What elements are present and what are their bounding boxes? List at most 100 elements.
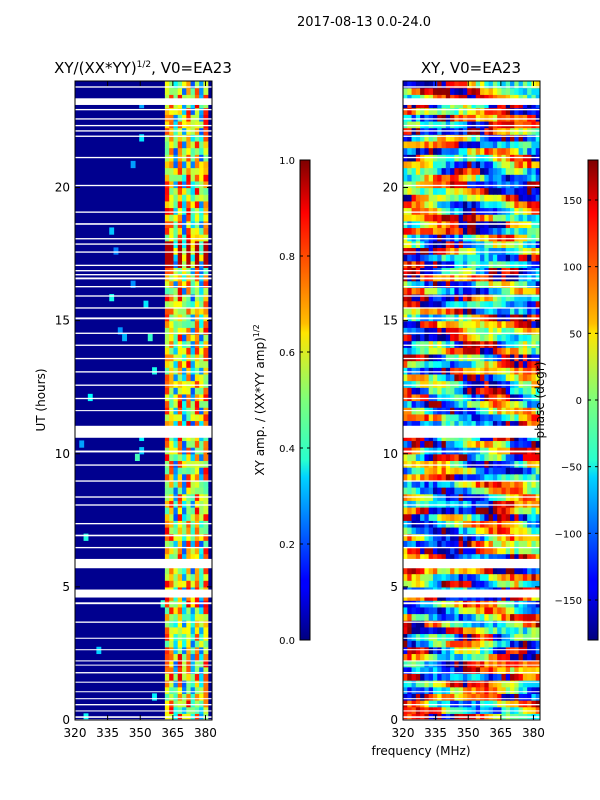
phase-heatmap-cell: [450, 234, 455, 242]
phase-heatmap-cell: [471, 526, 477, 535]
amplitude-heatmap-cell: [164, 200, 170, 209]
amplitude-data-gap: [75, 450, 212, 453]
amplitude-heatmap-cell: [182, 214, 187, 222]
amplitude-heatmap-cell: [177, 500, 183, 508]
phase-heatmap-cell: [428, 214, 434, 222]
phase-heatmap-cell: [467, 467, 473, 475]
amplitude-heatmap-cell: [186, 207, 192, 215]
phase-heatmap-cell: [462, 87, 468, 95]
phase-heatmap-cell: [522, 174, 528, 182]
phase-heatmap-cell: [488, 207, 494, 215]
amplitude-heatmap-cell: [177, 287, 183, 295]
phase-heatmap-cell: [450, 626, 455, 635]
phase-heatmap-cell: [403, 340, 408, 348]
phase-heatmap-cell: [424, 646, 430, 655]
amplitude-heatmap-cell: [182, 247, 187, 255]
phase-heatmap-cell: [441, 234, 447, 242]
phase-heatmap-cell: [454, 640, 460, 648]
phase-heatmap-cell: [458, 260, 464, 268]
amplitude-heatmap-cell: [199, 147, 205, 155]
phase-heatmap-cell: [510, 280, 515, 288]
phase-heatmap-cell: [527, 140, 533, 149]
phase-heatmap-cell: [510, 207, 515, 215]
phase-heatmap-cell: [467, 87, 473, 95]
phase-heatmap-cell: [458, 553, 464, 561]
phase-heatmap-cell: [424, 260, 430, 268]
phase-heatmap-cell: [437, 367, 443, 375]
amplitude-heatmap-cell: [177, 247, 183, 255]
phase-data-gap: [403, 270, 540, 272]
phase-heatmap-cell: [501, 367, 507, 375]
phase-heatmap-cell: [514, 526, 520, 535]
amplitude-heatmap-cell: [182, 680, 187, 688]
amplitude-heatmap-cell: [173, 480, 179, 488]
phase-heatmap-cell: [522, 686, 528, 694]
amplitude-heatmap-cell: [169, 673, 175, 681]
phase-heatmap-cell: [403, 300, 408, 308]
phase-heatmap-cell: [432, 700, 438, 708]
phase-heatmap-cell: [432, 214, 438, 222]
phase-heatmap-cell: [480, 187, 485, 195]
phase-heatmap-cell: [462, 247, 468, 255]
phase-heatmap-cell: [411, 207, 417, 215]
phase-heatmap-cell: [437, 706, 443, 714]
phase-heatmap-cell: [403, 420, 408, 428]
amplitude-heatmap-cell: [186, 140, 192, 149]
phase-heatmap-cell: [407, 526, 413, 535]
phase-heatmap-cell: [407, 327, 413, 335]
phase-heatmap-cell: [432, 453, 438, 462]
phase-heatmap-cell: [535, 633, 540, 641]
phase-heatmap-cell: [415, 307, 421, 315]
amplitude-heatmap-cell: [203, 280, 209, 288]
phase-heatmap-cell: [467, 460, 473, 468]
phase-heatmap-cell: [522, 360, 528, 368]
phase-heatmap-cell: [432, 134, 438, 142]
phase-heatmap-cell: [415, 480, 421, 488]
phase-data-gap: [403, 397, 540, 400]
amplitude-ytick-label: 10: [55, 447, 70, 461]
phase-heatmap-cell: [497, 473, 503, 481]
phase-heatmap-cell: [432, 254, 438, 262]
phase-heatmap-cell: [497, 653, 503, 661]
phase-heatmap-cell: [428, 580, 434, 588]
phase-heatmap-cell: [462, 413, 468, 422]
amplitude-heatmap-cell: [164, 673, 170, 681]
amplitude-heatmap-cell: [169, 693, 175, 701]
phase-heatmap-cell: [484, 686, 490, 694]
amplitude-ytick-label: 20: [55, 181, 70, 195]
phase-heatmap-cell: [415, 353, 421, 362]
amplitude-heatmap-cell: [186, 393, 192, 402]
phase-heatmap-cell: [535, 214, 540, 222]
phase-heatmap-cell: [475, 247, 481, 255]
amplitude-heatmap-cell: [177, 380, 183, 388]
phase-heatmap-cell: [475, 507, 481, 515]
amplitude-heatmap-cell: [199, 487, 205, 495]
amplitude-heatmap-cell: [194, 393, 200, 402]
amplitude-heatmap-cell: [199, 533, 205, 541]
phase-heatmap-cell: [450, 194, 455, 202]
phase-heatmap-cell: [454, 633, 460, 641]
amplitude-heatmap-cell: [169, 254, 175, 262]
phase-heatmap-cell: [462, 214, 468, 222]
amplitude-heatmap-cell: [190, 107, 196, 115]
phase-heatmap-cell: [518, 187, 524, 195]
amplitude-heatmap-cell: [186, 227, 192, 235]
phase-heatmap-cell: [467, 194, 473, 202]
phase-heatmap-cell: [505, 94, 511, 102]
phase-heatmap-cell: [522, 473, 528, 481]
phase-heatmap-cell: [407, 81, 413, 89]
phase-heatmap-cell: [522, 347, 528, 355]
phase-heatmap-cell: [441, 300, 447, 308]
amplitude-heatmap-cell: [169, 613, 175, 621]
phase-heatmap-cell: [505, 353, 511, 362]
phase-heatmap-cell: [488, 680, 494, 688]
phase-heatmap-cell: [527, 380, 533, 388]
phase-heatmap-cell: [462, 453, 468, 462]
phase-heatmap-cell: [428, 646, 434, 655]
phase-heatmap-cell: [505, 247, 511, 255]
phase-heatmap-cell: [518, 294, 524, 302]
phase-heatmap-cell: [424, 613, 430, 621]
phase-heatmap-cell: [437, 360, 443, 368]
phase-heatmap-cell: [420, 413, 426, 422]
phase-heatmap-cell: [428, 453, 434, 462]
